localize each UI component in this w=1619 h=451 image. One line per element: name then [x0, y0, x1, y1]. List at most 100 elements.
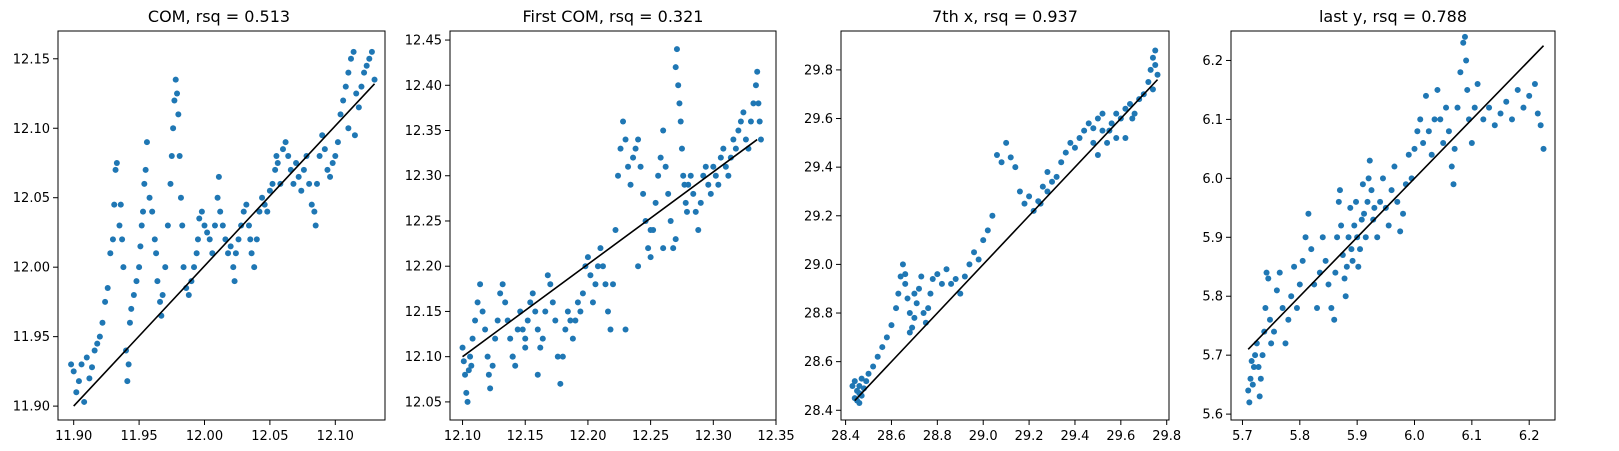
- data-point: [179, 222, 186, 229]
- data-point: [1149, 86, 1156, 93]
- data-point: [712, 172, 719, 179]
- data-point: [1348, 246, 1355, 253]
- data-point: [607, 326, 614, 333]
- subplot-2-fit: [462, 138, 758, 358]
- data-point: [204, 229, 211, 236]
- data-point: [492, 335, 499, 342]
- data-point: [966, 261, 973, 268]
- subplot-4-title: last y, rsq = 0.788: [1319, 7, 1467, 26]
- data-point: [925, 305, 932, 312]
- data-point: [514, 326, 521, 333]
- data-point: [368, 48, 375, 55]
- subplot-4-fit: [1247, 45, 1545, 350]
- data-point: [604, 308, 611, 315]
- data-point: [632, 145, 639, 152]
- data-point: [193, 250, 200, 257]
- data-point: [627, 181, 634, 188]
- data-point: [96, 333, 103, 340]
- data-point: [863, 378, 870, 385]
- data-point: [353, 90, 360, 97]
- data-point: [149, 208, 156, 215]
- subplot-1-ytick-label: 12.00: [13, 261, 50, 276]
- data-point: [559, 353, 566, 360]
- data-point: [617, 145, 624, 152]
- data-point: [1308, 246, 1315, 253]
- data-point: [1514, 86, 1521, 93]
- data-point: [599, 263, 606, 270]
- data-point: [217, 208, 224, 215]
- data-point: [1526, 92, 1533, 99]
- data-point: [1405, 151, 1412, 158]
- data-point: [682, 199, 689, 206]
- data-point: [86, 375, 93, 382]
- data-point: [971, 249, 978, 256]
- subplot-3-points: [849, 47, 1161, 406]
- data-point: [460, 358, 467, 365]
- data-point: [657, 154, 664, 161]
- data-point: [472, 317, 479, 324]
- subplot-3-ticks: 28.4 28.6 28.8 29.0 29.2 29.4 29.6 29.8 28.4 28.6…: [804, 63, 1181, 444]
- data-point: [584, 254, 591, 261]
- data-point: [1302, 234, 1309, 241]
- data-point: [124, 378, 131, 385]
- data-point: [1113, 110, 1120, 117]
- data-point: [285, 153, 292, 160]
- subplot-1-title: COM, rsq = 0.513: [148, 7, 290, 26]
- subplot-2-xtick-label: 12.35: [757, 429, 794, 444]
- data-point: [164, 222, 171, 229]
- data-point: [660, 245, 667, 252]
- data-point: [522, 335, 529, 342]
- data-point: [312, 222, 319, 229]
- data-point: [247, 236, 254, 243]
- data-point: [219, 222, 226, 229]
- data-point: [1414, 128, 1421, 135]
- data-point: [1293, 305, 1300, 312]
- data-point: [1265, 275, 1272, 282]
- data-point: [1257, 375, 1264, 382]
- data-point: [459, 344, 466, 351]
- subplot-1-xtick-label: 12.10: [317, 429, 354, 444]
- data-point: [172, 76, 179, 83]
- data-point: [83, 354, 90, 361]
- data-point: [1099, 127, 1106, 134]
- data-point: [1263, 269, 1270, 276]
- data-point: [136, 264, 143, 271]
- data-point: [675, 82, 682, 89]
- data-point: [162, 264, 169, 271]
- data-point: [316, 153, 323, 160]
- data-point: [1491, 122, 1498, 129]
- data-point: [345, 69, 352, 76]
- data-point: [747, 118, 754, 125]
- subplot-2-ytick-label: 12.30: [405, 169, 442, 184]
- data-point: [1359, 181, 1366, 188]
- data-point: [934, 271, 941, 278]
- data-point: [1271, 328, 1278, 335]
- data-point: [206, 236, 213, 243]
- subplot-1-ticks: 11.90 11.95 12.00 12.05 12.10 11.90 11.95 12.00…: [13, 52, 354, 444]
- subplot-3-xtick-label: 28.4: [831, 429, 860, 444]
- fit-line: [1247, 45, 1545, 350]
- data-point: [1437, 116, 1444, 123]
- data-point: [240, 208, 247, 215]
- data-point: [174, 90, 181, 97]
- data-point: [1338, 222, 1345, 229]
- data-point: [1122, 134, 1129, 141]
- subplot-3-axes-frame: [840, 30, 1170, 421]
- data-point: [116, 222, 123, 229]
- data-point: [153, 250, 160, 257]
- data-point: [469, 335, 476, 342]
- data-point: [1149, 54, 1156, 61]
- data-point: [1347, 204, 1354, 211]
- subplot-2-xtick-label: 12.25: [632, 429, 669, 444]
- data-point: [361, 69, 368, 76]
- subplot-3-xtick-label: 29.2: [1015, 429, 1044, 444]
- data-point: [537, 344, 544, 351]
- data-point: [1305, 210, 1312, 217]
- data-point: [1368, 187, 1375, 194]
- data-point: [465, 367, 472, 374]
- data-point: [918, 273, 925, 280]
- data-point: [274, 159, 281, 166]
- data-point: [1152, 47, 1159, 54]
- data-point: [306, 180, 313, 187]
- data-point: [1273, 287, 1280, 294]
